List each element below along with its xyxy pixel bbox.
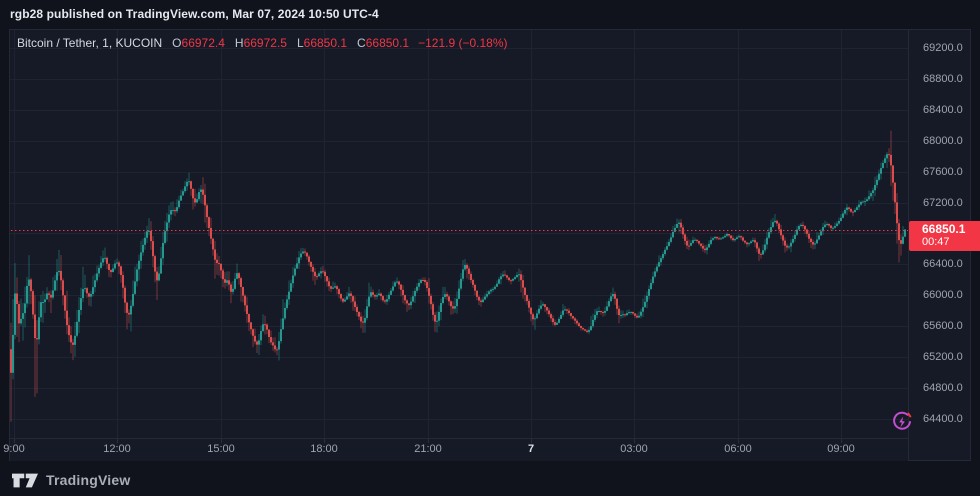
price-tick-label: 66400.0 (923, 258, 963, 271)
last-price-value: 66850.1 (922, 221, 966, 236)
tradingview-logo-text[interactable]: TradingView (46, 472, 131, 488)
lightning-bolt-icon[interactable] (891, 411, 913, 433)
chart-legend: Bitcoin / Tether, 1, KUCOIN O66972.4 H66… (17, 36, 508, 50)
price-tick-label: 66000.0 (923, 289, 963, 302)
price-change-readout: −121.9 (−0.18%) (418, 36, 508, 50)
ohlc-low: L66850.1 (296, 36, 348, 50)
ohlc-high: H66972.5 (234, 36, 287, 50)
price-tick-label: 65200.0 (923, 350, 963, 363)
price-tick-label: 67200.0 (923, 196, 963, 209)
attribution-text: rgb28 published on TradingView.com, Mar … (10, 7, 379, 21)
ohlc-open: O66972.4 (172, 36, 225, 50)
tradingview-logo-icon[interactable] (12, 472, 38, 489)
price-tick-label: 68400.0 (923, 103, 963, 116)
time-tick-label: 03:00 (620, 443, 648, 455)
price-tick-label: 64400.0 (923, 412, 963, 425)
price-tick-label: 69200.0 (923, 42, 963, 55)
last-price-badge: 66850.1 00:47 (909, 220, 980, 251)
time-tick-label: 18:00 (310, 443, 338, 455)
candlestick-chart-canvas[interactable] (10, 30, 909, 461)
ohlc-close: C66850.1 (357, 36, 410, 50)
time-tick-label: 12:00 (103, 443, 131, 455)
time-tick-label: 15:00 (207, 443, 235, 455)
time-tick-label: 7 (527, 443, 535, 455)
price-tick-label: 67600.0 (923, 165, 963, 178)
time-tick-label: 9:00 (3, 443, 25, 455)
time-tick-label: 06:00 (724, 443, 752, 455)
price-tick-label: 68800.0 (923, 73, 963, 86)
price-tick-label: 64800.0 (923, 381, 963, 394)
footer-bar: TradingView (12, 467, 130, 493)
time-tick-label: 09:00 (827, 443, 855, 455)
time-axis[interactable]: 9:00 12:00 15:00 18:00 21:00 7 03:00 06:00 09:00 (3, 438, 909, 460)
time-tick-label: 21:00 (414, 443, 442, 455)
chart-frame: Bitcoin / Tether, 1, KUCOIN O66972.4 H66… (3, 29, 980, 461)
price-axis[interactable]: 66850.1 00:47 69200.0 68800.0 68400.0 68000… (909, 30, 980, 438)
price-tick-label: 65600.0 (923, 320, 963, 333)
symbol-title[interactable]: Bitcoin / Tether, 1, KUCOIN (17, 36, 163, 50)
price-tick-label: 68000.0 (923, 134, 963, 147)
bar-countdown: 00:47 (922, 235, 950, 248)
